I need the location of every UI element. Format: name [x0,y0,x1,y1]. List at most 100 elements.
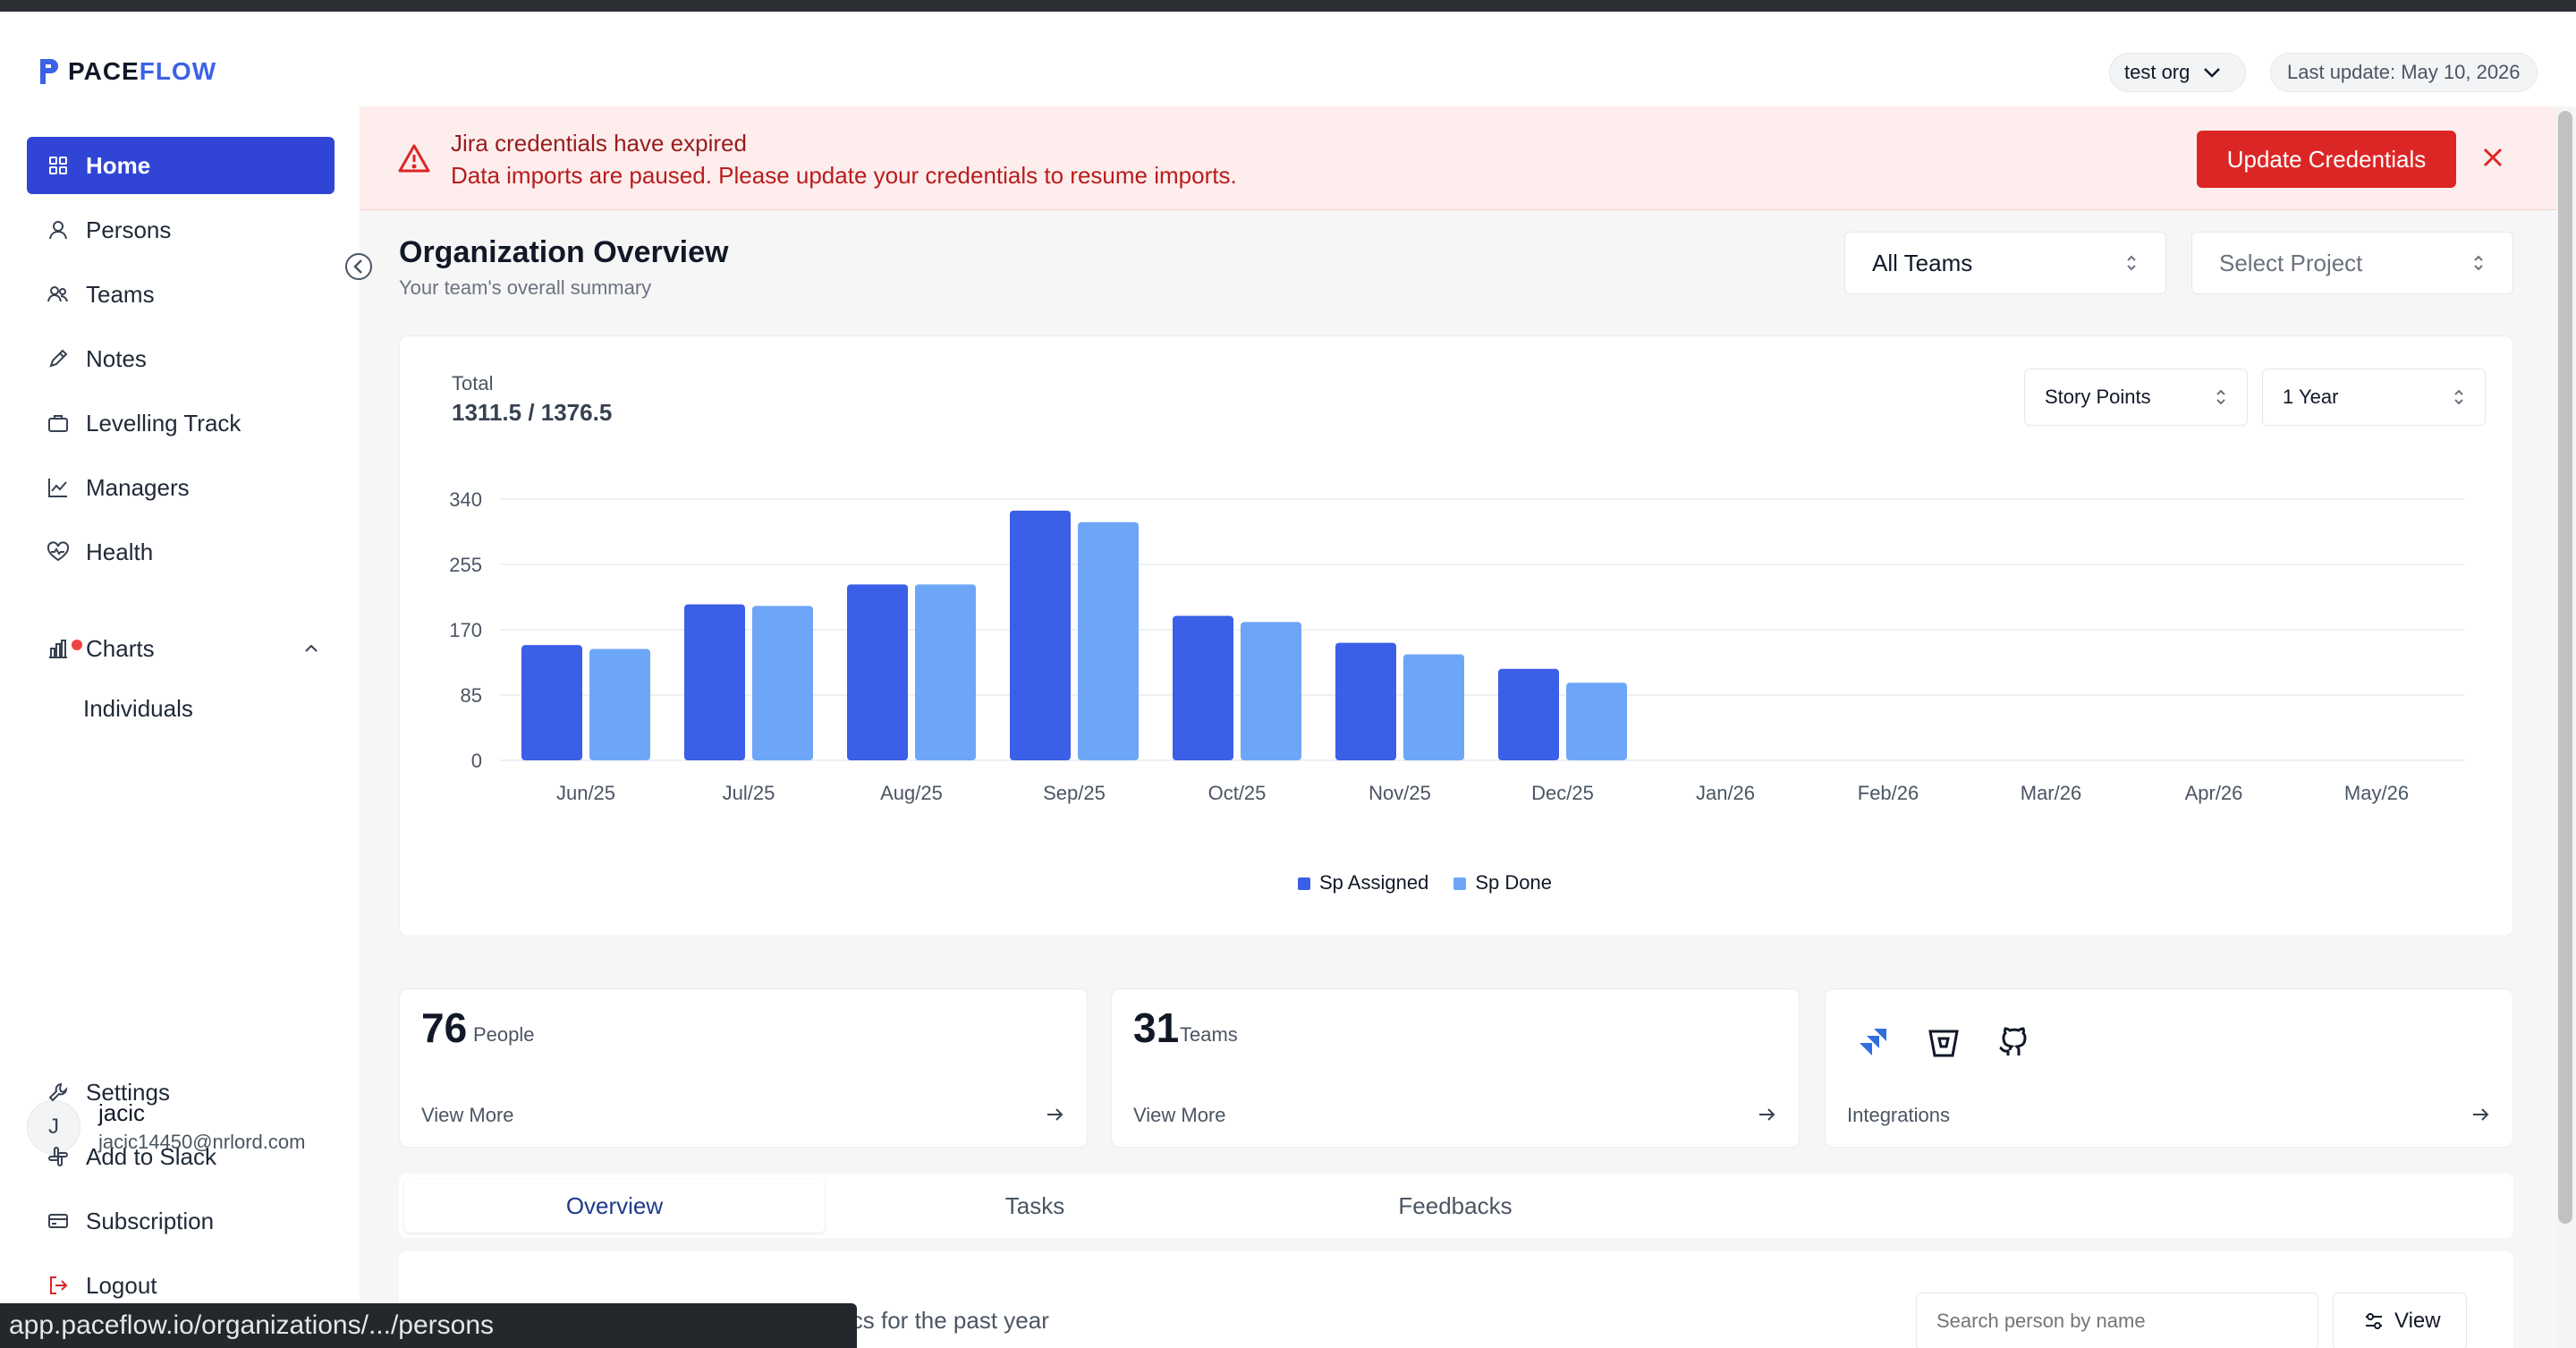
app-logo[interactable]: PACEFLOW [38,56,216,87]
x-tick-label: Jul/25 [723,782,775,804]
sidebar-item-label: Health [86,538,154,565]
sidebar-item-add-to-slack[interactable]: Add to Slack [27,1128,335,1185]
sidebar-item-label: Notes [86,344,147,372]
sidebar-item-teams[interactable]: Teams [27,266,335,323]
legend-item-done[interactable]: Sp Done [1453,871,1552,894]
people-count: 76 [421,1005,468,1051]
user-name: jacic [98,1099,146,1126]
collapse-sidebar-button[interactable] [343,251,374,282]
y-tick-label: 85 [461,684,482,707]
x-tick-label: Oct/25 [1208,782,1267,804]
update-credentials-button[interactable]: Update Credentials [2197,131,2456,188]
main-content: Jira credentials have expired Data impor… [360,106,2576,1348]
people-view-more[interactable]: View More [421,1104,514,1126]
sidebar-item-label: Teams [86,280,155,308]
sidebar-item-managers[interactable]: Managers [27,459,335,516]
chevron-up-icon[interactable] [302,640,320,657]
last-update-badge: Last update: May 10, 2026 [2270,53,2538,92]
range-select[interactable]: 1 Year [2262,369,2486,426]
sidebar-item-persons[interactable]: Persons [27,201,335,259]
bar-assigned[interactable] [847,584,908,760]
teams-count: 31 [1133,1005,1180,1051]
range-select-value: 1 Year [2283,386,2339,408]
sidebar-item-health[interactable]: Health [27,523,335,581]
x-tick-label: Feb/26 [1858,782,1919,804]
x-tick-label: Jun/25 [556,782,615,804]
user-email: jacic14450@nrlord.com [98,1131,306,1153]
chevron-updown-icon [2216,389,2225,405]
bar-done[interactable] [589,649,650,760]
bar-assigned[interactable] [1498,668,1559,760]
team-select[interactable]: All Teams [1844,232,2166,294]
sidebar-item-label: Levelling Track [86,409,242,437]
arrow-right-icon[interactable] [1044,1104,1065,1125]
view-button[interactable]: View [2333,1293,2467,1348]
teams-stat-card[interactable]: 31 Teams View More [1111,988,1800,1148]
jira-icon [1860,1029,1886,1056]
users-icon [47,286,68,302]
bar-assigned[interactable] [1335,642,1396,760]
bar-assigned[interactable] [1173,615,1233,760]
alert-title: Jira credentials have expired [451,130,747,157]
x-tick-label: May/26 [2344,782,2409,804]
grid-icon [49,157,67,174]
integrations-label: Integrations [1847,1104,1950,1126]
search-person-input[interactable] [1916,1293,2318,1348]
bar-done[interactable] [915,584,976,760]
bar-assigned[interactable] [521,645,582,760]
y-tick-label: 170 [449,619,482,641]
card-icon [48,1214,68,1228]
chart-legend: Sp Assigned Sp Done [1298,871,1552,894]
teams-view-more[interactable]: View More [1133,1104,1226,1126]
sidebar-item-levelling-track[interactable]: Levelling Track [27,394,335,452]
tab-overview[interactable]: Overview [404,1179,825,1233]
trend-chart-icon [48,479,67,497]
alert-description: Data imports are paused. Please update y… [451,162,1237,189]
chevron-updown-icon [2474,255,2483,271]
team-select-value: All Teams [1872,249,1973,276]
sidebar-subitem-individuals[interactable]: Individuals [83,695,193,722]
project-select[interactable]: Select Project [2191,232,2513,294]
sidebar-item-settings[interactable]: Settings [27,1064,335,1121]
logout-icon [50,1276,68,1294]
sidebar-item-subscription[interactable]: Subscription [27,1192,335,1250]
tab-feedbacks[interactable]: Feedbacks [1398,1191,1513,1219]
metric-select[interactable]: Story Points [2024,369,2248,426]
org-name: test org [2124,61,2190,83]
arrow-right-icon[interactable] [2470,1104,2491,1125]
y-tick-label: 255 [449,554,482,576]
user-profile[interactable]: J jacic jacic14450@nrlord.com [27,1099,305,1154]
bar-done[interactable] [752,606,813,760]
org-selector[interactable]: test org [2109,53,2247,92]
bar-done[interactable] [1403,654,1464,760]
integrations-card[interactable]: Integrations [1825,988,2513,1148]
logo-text: PACEFLOW [68,57,217,85]
sidebar-item-label: Add to Slack [86,1142,216,1170]
chevron-down-icon [2204,68,2221,78]
people-stat-card[interactable]: 76 People View More [399,988,1088,1148]
bar-assigned[interactable] [1010,510,1071,760]
pencil-icon [49,349,68,368]
y-tick-label: 340 [449,488,482,511]
teams-label: Teams [1180,1023,1238,1046]
x-tick-label: Aug/25 [880,782,943,804]
bar-done[interactable] [1566,682,1627,760]
bar-done[interactable] [1241,622,1301,760]
legend-item-assigned[interactable]: Sp Assigned [1298,871,1428,894]
x-tick-label: Dec/25 [1531,782,1594,804]
tab-tasks[interactable]: Tasks [1004,1191,1065,1219]
close-icon[interactable] [2479,144,2506,171]
browser-top-strip [0,0,2576,12]
sidebar-item-notes[interactable]: Notes [27,330,335,387]
chevron-updown-icon [2127,255,2136,271]
scrollbar-thumb[interactable] [2558,111,2572,1224]
sidebar-item-home[interactable]: Home [27,137,335,194]
sidebar-item-logout[interactable]: Logout [27,1257,335,1314]
x-tick-label: Jan/26 [1696,782,1755,804]
sidebar-item-charts[interactable]: Charts [27,620,335,677]
bar-done[interactable] [1078,521,1139,760]
x-tick-label: Sep/25 [1043,782,1106,804]
arrow-right-icon[interactable] [1756,1104,1777,1125]
sliders-icon [2366,1313,2382,1329]
bar-assigned[interactable] [684,604,745,760]
